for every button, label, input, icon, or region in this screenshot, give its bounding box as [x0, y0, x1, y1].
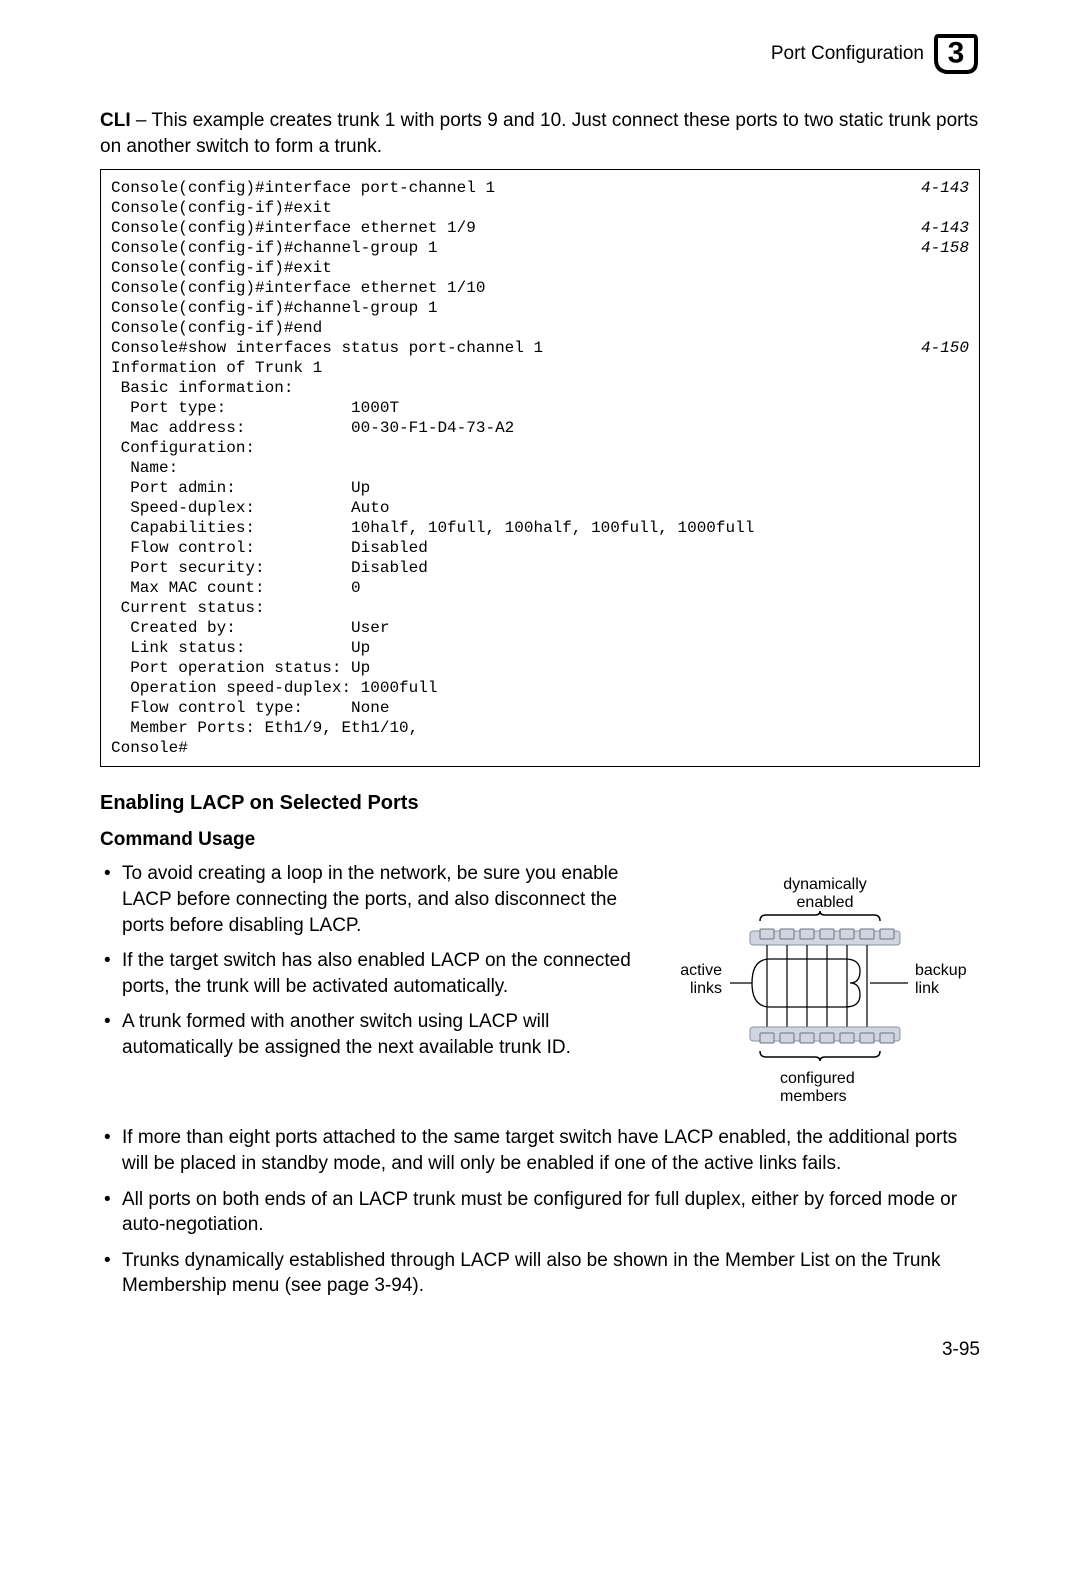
header-title: Port Configuration: [771, 43, 924, 65]
code-line: Created by: User: [111, 618, 969, 638]
intro-paragraph: CLI – This example creates trunk 1 with …: [100, 108, 980, 159]
code-line: Link status: Up: [111, 638, 969, 658]
code-line: Port type: 1000T: [111, 398, 969, 418]
brace-bottom: [760, 1051, 880, 1061]
code-text: Speed-duplex: Auto: [111, 498, 389, 518]
code-line: Configuration:: [111, 438, 969, 458]
code-line: Flow control type: None: [111, 698, 969, 718]
code-text: Port security: Disabled: [111, 558, 428, 578]
code-text: Created by: User: [111, 618, 389, 638]
diagram-label-top-1: dynamically: [783, 876, 867, 893]
code-line: Name:: [111, 458, 969, 478]
code-line: Console(config-if)#exit: [111, 258, 969, 278]
cli-code-block: Console(config)#interface port-channel 1…: [100, 169, 980, 767]
diagram-label-bottom-1: configured: [780, 1070, 855, 1087]
list-item: Trunks dynamically established through L…: [100, 1248, 980, 1299]
diagram-label-left-1: active: [680, 962, 722, 979]
code-text: Console(config)#interface ethernet 1/10: [111, 278, 485, 298]
code-text: Flow control: Disabled: [111, 538, 428, 558]
code-line: Console#show interfaces status port-chan…: [111, 338, 969, 358]
diagram-label-top-2: enabled: [797, 894, 854, 911]
code-line: Console(config-if)#end: [111, 318, 969, 338]
code-text: Current status:: [111, 598, 265, 618]
chapter-number: 3: [948, 36, 965, 70]
code-line: Console(config-if)#channel-group 1 4-158: [111, 238, 969, 258]
code-text: Operation speed-duplex: 1000full: [111, 678, 437, 698]
code-line: Operation speed-duplex: 1000full: [111, 678, 969, 698]
diagram-svg: dynamically enabled activ: [670, 871, 980, 1121]
code-text: Console(config-if)#end: [111, 318, 322, 338]
code-line: Port security: Disabled: [111, 558, 969, 578]
lacp-diagram: dynamically enabled activ: [670, 871, 980, 1127]
code-line: Console(config)#interface port-channel 1…: [111, 178, 969, 198]
subsection-heading: Command Usage: [100, 829, 980, 851]
code-text: Basic information:: [111, 378, 293, 398]
list-item: All ports on both ends of an LACP trunk …: [100, 1187, 980, 1238]
code-text: Console(config-if)#channel-group 1: [111, 238, 437, 258]
list-item: A trunk formed with another switch using…: [100, 1009, 652, 1060]
code-text: Port operation status: Up: [111, 658, 370, 678]
bottom-switch: [750, 1027, 900, 1043]
intro-label: CLI: [100, 110, 131, 131]
code-line: Max MAC count: 0: [111, 578, 969, 598]
section-heading: Enabling LACP on Selected Ports: [100, 792, 980, 815]
list-item: To avoid creating a loop in the network,…: [100, 861, 652, 938]
diagram-label-right-1: backup: [915, 962, 967, 979]
code-ref: 4-143: [921, 218, 969, 238]
code-ref: 4-143: [921, 178, 969, 198]
code-line: Information of Trunk 1: [111, 358, 969, 378]
list-item: If more than eight ports attached to the…: [100, 1125, 980, 1176]
ellipse-active: [730, 959, 860, 1007]
code-text: Console(config)#interface ethernet 1/9: [111, 218, 476, 238]
usage-bullets-left: To avoid creating a loop in the network,…: [100, 861, 652, 1070]
intro-text: – This example creates trunk 1 with port…: [100, 110, 978, 157]
code-line: Capabilities: 10half, 10full, 100half, 1…: [111, 518, 969, 538]
code-text: Console#: [111, 738, 188, 758]
code-text: Name:: [111, 458, 178, 478]
code-text: Link status: Up: [111, 638, 370, 658]
code-text: Configuration:: [111, 438, 255, 458]
code-line: Port operation status: Up: [111, 658, 969, 678]
code-text: Flow control type: None: [111, 698, 389, 718]
code-ref: 4-150: [921, 338, 969, 358]
code-line: Flow control: Disabled: [111, 538, 969, 558]
code-text: Information of Trunk 1: [111, 358, 322, 378]
code-text: Member Ports: Eth1/9, Eth1/10,: [111, 718, 418, 738]
code-text: Port admin: Up: [111, 478, 370, 498]
chapter-badge: 3: [932, 30, 980, 78]
code-text: Console(config-if)#exit: [111, 258, 332, 278]
code-text: Port type: 1000T: [111, 398, 399, 418]
usage-container: To avoid creating a loop in the network,…: [100, 861, 980, 1127]
code-line: Speed-duplex: Auto: [111, 498, 969, 518]
list-item: If the target switch has also enabled LA…: [100, 948, 652, 999]
code-line: Console#: [111, 738, 969, 758]
code-text: Mac address: 00-30-F1-D4-73-A2: [111, 418, 514, 438]
code-text: Capabilities: 10half, 10full, 100half, 1…: [111, 518, 754, 538]
code-line: Member Ports: Eth1/9, Eth1/10,: [111, 718, 969, 738]
diagram-label-left-2: links: [690, 980, 722, 997]
code-text: Console(config-if)#channel-group 1: [111, 298, 437, 318]
code-text: Max MAC count: 0: [111, 578, 361, 598]
code-text: Console(config-if)#exit: [111, 198, 332, 218]
code-line: Port admin: Up: [111, 478, 969, 498]
code-line: Console(config)#interface ethernet 1/10: [111, 278, 969, 298]
diagram-label-bottom-2: members: [780, 1088, 847, 1105]
code-line: Current status:: [111, 598, 969, 618]
page-header: Port Configuration 3: [100, 30, 980, 78]
code-line: Basic information:: [111, 378, 969, 398]
top-switch: [750, 929, 900, 945]
code-ref: 4-158: [921, 238, 969, 258]
page-number: 3-95: [100, 1339, 980, 1361]
code-line: Console(config-if)#channel-group 1: [111, 298, 969, 318]
code-text: Console(config)#interface port-channel 1: [111, 178, 495, 198]
code-line: Mac address: 00-30-F1-D4-73-A2: [111, 418, 969, 438]
code-text: Console#show interfaces status port-chan…: [111, 338, 543, 358]
code-line: Console(config)#interface ethernet 1/9 4-…: [111, 218, 969, 238]
code-line: Console(config-if)#exit: [111, 198, 969, 218]
diagram-label-right-2: link: [915, 980, 940, 997]
brace-top: [760, 911, 880, 921]
usage-bullets-full: If more than eight ports attached to the…: [100, 1125, 980, 1299]
